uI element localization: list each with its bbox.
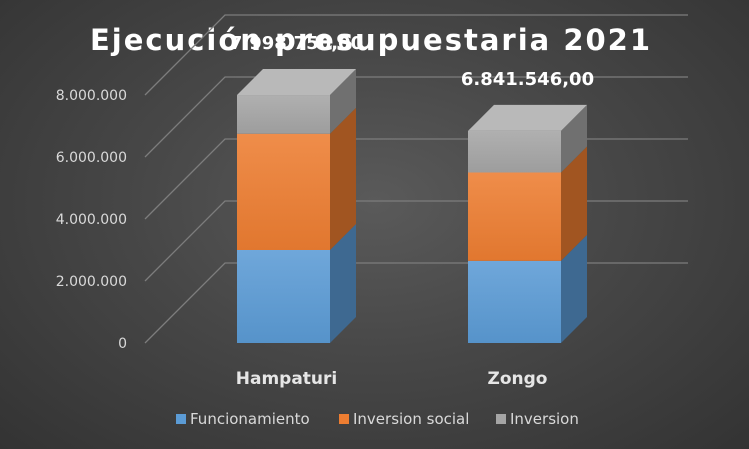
bar-front-face: [237, 133, 330, 250]
legend-item: Inversion: [496, 410, 579, 428]
bar-front-face: [468, 260, 561, 343]
legend-swatch: [176, 414, 186, 424]
legend-item: Inversion social: [339, 410, 469, 428]
bar-front-face: [237, 250, 330, 343]
y-tick-label: 0: [118, 336, 127, 352]
bar-side-face: [561, 234, 587, 343]
bar-segment: [237, 107, 356, 250]
bar-front-face: [468, 130, 561, 173]
total-label: 7.998.750,00: [230, 33, 363, 54]
bar-side-face: [330, 107, 356, 250]
bar-top-face: [468, 104, 587, 131]
bars: [237, 69, 587, 343]
y-tick-label: 6.000.000: [56, 150, 127, 166]
category-label: Hampaturi: [236, 369, 338, 389]
bar-side-face: [330, 224, 356, 343]
bar-front-face: [237, 95, 330, 134]
gridlines: [144, 14, 688, 344]
bar-segment: [468, 146, 587, 261]
legend-label: Inversion: [510, 410, 579, 428]
bar-front-face: [468, 172, 561, 261]
category-label: Zongo: [488, 369, 548, 389]
gridline: [144, 14, 688, 96]
legend-item: Funcionamiento: [176, 410, 310, 428]
total-labels: 7.998.750,00 6.841.546,00: [230, 33, 594, 90]
bar-top-face: [237, 69, 356, 96]
gridline: [144, 138, 688, 220]
bar-side-face: [561, 104, 587, 173]
total-label: 6.841.546,00: [461, 69, 594, 90]
bar-segment: [237, 224, 356, 343]
y-tick-label: 4.000.000: [56, 212, 127, 228]
gridline: [144, 76, 688, 158]
legend-swatch: [339, 414, 349, 424]
chart-title: Ejecución presupuestaria 2021: [90, 23, 652, 57]
bar-segment: [237, 69, 356, 134]
y-axis-ticks: 0 2.000.000 4.000.000 6.000.000 8.000.000: [56, 88, 127, 352]
gridline: [144, 200, 688, 282]
y-tick-label: 8.000.000: [56, 88, 127, 104]
bar-segment: [468, 104, 587, 173]
bar-side-face: [561, 146, 587, 261]
category-labels: Hampaturi Zongo: [236, 369, 548, 389]
bar-side-face: [330, 69, 356, 134]
legend: Funcionamiento Inversion social Inversion: [176, 410, 579, 428]
legend-label: Inversion social: [353, 410, 469, 428]
gridline: [144, 262, 688, 344]
legend-swatch: [496, 414, 506, 424]
bar-segment: [468, 234, 587, 343]
y-tick-label: 2.000.000: [56, 274, 127, 290]
legend-label: Funcionamiento: [190, 410, 310, 428]
